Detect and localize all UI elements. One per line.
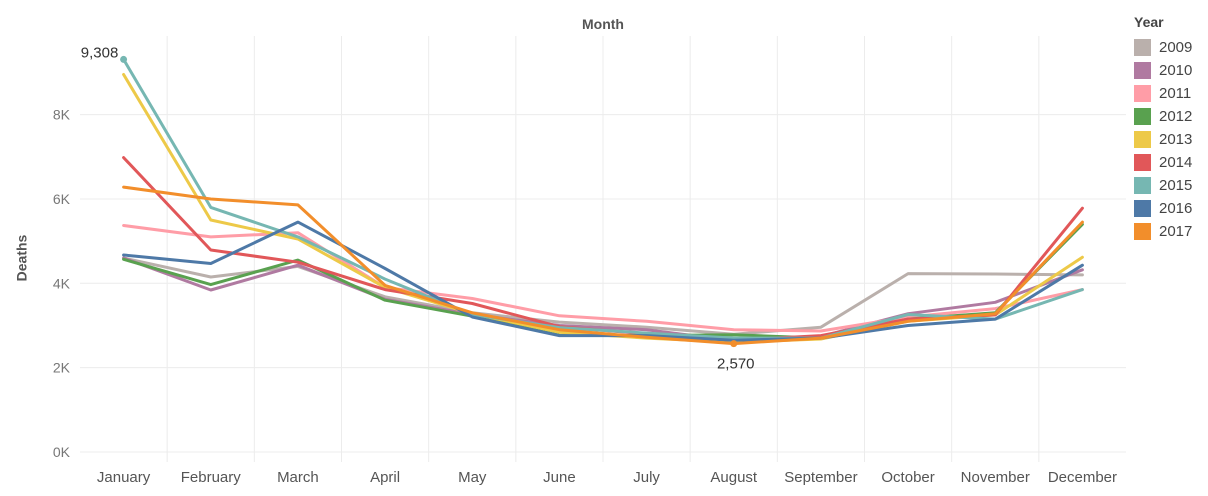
x-axis-ticks: January February March April May June July Augu… — [97, 469, 1117, 486]
series-line-2017[interactable] — [122, 185, 1084, 346]
legend-item-2011[interactable]: 2011 — [1134, 82, 1206, 105]
x-tick-label: July — [633, 469, 660, 486]
legend-label: 2017 — [1159, 223, 1193, 240]
x-tick-label: November — [961, 469, 1030, 486]
series-line-2015[interactable] — [122, 57, 1084, 340]
y-axis-title: Deaths — [13, 234, 30, 282]
legend-label: 2014 — [1159, 154, 1193, 171]
legend-swatch — [1134, 223, 1151, 240]
legend-title: Year — [1134, 14, 1164, 30]
legend-item-2010[interactable]: 2010 — [1134, 59, 1206, 82]
legend-item-2017[interactable]: 2017 — [1134, 220, 1206, 243]
annotation-point — [730, 340, 738, 348]
x-tick-label: March — [277, 469, 319, 486]
annotation-label: 9,308 — [81, 44, 119, 61]
y-tick-label: 0K — [53, 444, 71, 460]
legend-item-2012[interactable]: 2012 — [1134, 105, 1206, 128]
x-tick-label: August — [710, 469, 758, 486]
legend-label: 2012 — [1159, 108, 1193, 125]
series-line-2016[interactable] — [122, 220, 1084, 342]
x-tick-label: April — [370, 469, 400, 486]
y-tick-label: 2K — [53, 360, 71, 376]
series-line-2010[interactable] — [122, 256, 1084, 343]
x-tick-label: September — [784, 469, 857, 486]
legend-label: 2016 — [1159, 200, 1193, 217]
annotation-point — [120, 55, 128, 63]
legend-item-2015[interactable]: 2015 — [1134, 174, 1206, 197]
legend-item-2009[interactable]: 2009 — [1134, 36, 1206, 59]
x-tick-label: January — [97, 469, 151, 486]
series-lines — [122, 57, 1084, 346]
legend-item-2016[interactable]: 2016 — [1134, 197, 1206, 220]
x-axis-title: Month — [582, 16, 624, 32]
y-axis-ticks: 0K 2K 4K 6K 8K — [53, 107, 71, 460]
legend-item-2013[interactable]: 2013 — [1134, 128, 1206, 151]
legend-label: 2009 — [1159, 39, 1193, 56]
y-tick-label: 8K — [53, 107, 71, 123]
legend-label: 2010 — [1159, 62, 1193, 79]
x-tick-label: May — [458, 469, 487, 486]
x-tick-label: February — [181, 469, 242, 486]
x-tick-label: June — [543, 469, 576, 486]
legend-swatch — [1134, 39, 1151, 56]
legend-label: 2011 — [1159, 85, 1192, 102]
legend-item-2014[interactable]: 2014 — [1134, 151, 1206, 174]
legend-swatch — [1134, 85, 1151, 102]
legend-swatch — [1134, 177, 1151, 194]
legend-swatch — [1134, 108, 1151, 125]
legend-swatch — [1134, 200, 1151, 217]
legend-items: 2009 2010 2011 2012 2013 2014 2015 2016 2017 — [1134, 36, 1206, 243]
annotations: 9,308 2,570 — [81, 44, 755, 372]
legend[interactable]: Year 2009 2010 2011 2012 2013 2014 2015 2016 201… — [1134, 14, 1206, 243]
grid-lines — [80, 36, 1126, 462]
y-tick-label: 6K — [53, 191, 71, 207]
x-tick-label: December — [1048, 469, 1117, 486]
y-tick-label: 4K — [53, 275, 71, 291]
legend-swatch — [1134, 154, 1151, 171]
x-tick-label: October — [881, 469, 934, 486]
legend-label: 2013 — [1159, 131, 1193, 148]
legend-label: 2015 — [1159, 177, 1193, 194]
legend-swatch — [1134, 131, 1151, 148]
annotation-label: 2,570 — [717, 356, 755, 373]
legend-swatch — [1134, 62, 1151, 79]
